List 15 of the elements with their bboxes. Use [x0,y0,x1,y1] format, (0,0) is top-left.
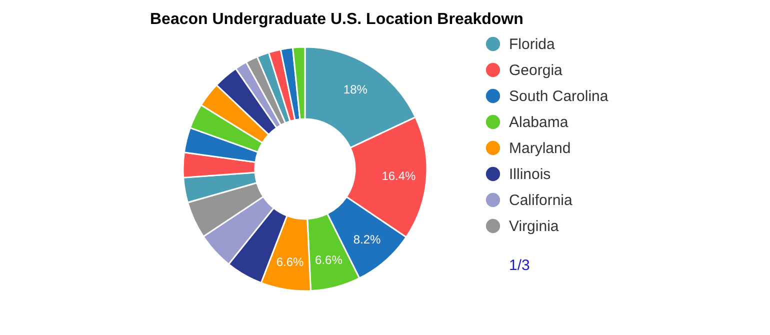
data-label: 16.4% [382,169,416,184]
legend-label: California [509,192,574,209]
data-label: 8.2% [353,232,381,247]
chart-title: Beacon Undergraduate U.S. Location Breakdown [150,10,524,28]
legend-label: Virginia [509,218,560,235]
text: 1/3 [509,257,530,274]
legend-label: Georgia [509,62,564,79]
legend-label: Maryland [509,140,571,157]
data-label: 6.6% [315,252,343,267]
data-label: 18% [343,82,368,97]
legend-label: South Carolina [509,88,609,105]
legend-label: Illinois [509,166,551,183]
legend-label: Florida [509,36,556,53]
legend-label: Alabama [509,114,569,131]
data-label: 6.6% [276,254,304,269]
